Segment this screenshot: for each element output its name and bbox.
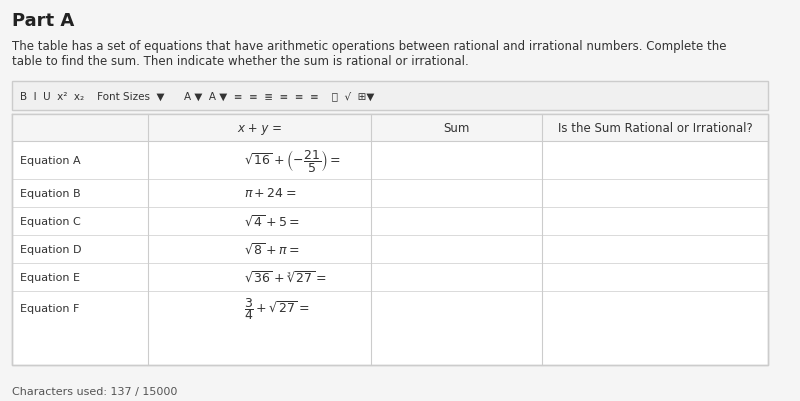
FancyBboxPatch shape <box>12 114 769 365</box>
Text: $\sqrt{16}+\left(-\dfrac{21}{5}\right)=$: $\sqrt{16}+\left(-\dfrac{21}{5}\right)=$ <box>244 147 341 173</box>
Text: Is the Sum Rational or Irrational?: Is the Sum Rational or Irrational? <box>558 121 753 134</box>
Text: The table has a set of equations that have arithmetic operations between rationa: The table has a set of equations that ha… <box>12 40 726 68</box>
Text: $\sqrt{36}+\sqrt[3]{27}=$: $\sqrt{36}+\sqrt[3]{27}=$ <box>244 270 326 285</box>
Text: Equation C: Equation C <box>19 217 80 226</box>
FancyBboxPatch shape <box>12 114 769 141</box>
Text: Part A: Part A <box>12 12 74 30</box>
Text: B  I  U  x²  x₂    Font Sizes  ▼      A ▼  A ▼  ≡  ≡  ≣  ≡  ≡  ≡    🖼  √  ⊞▼: B I U x² x₂ Font Sizes ▼ A ▼ A ▼ ≡ ≡ ≣ ≡… <box>19 91 374 101</box>
Text: $\sqrt{4}+5=$: $\sqrt{4}+5=$ <box>244 214 300 229</box>
Text: Equation E: Equation E <box>19 273 79 282</box>
Text: $\dfrac{3}{4}+\sqrt{27}=$: $\dfrac{3}{4}+\sqrt{27}=$ <box>244 296 310 322</box>
Text: $\pi+24=$: $\pi+24=$ <box>244 187 296 200</box>
Text: Equation F: Equation F <box>19 304 79 314</box>
Text: Equation D: Equation D <box>19 245 81 254</box>
Text: Equation B: Equation B <box>19 188 80 198</box>
Text: $\sqrt{8}+\pi=$: $\sqrt{8}+\pi=$ <box>244 242 299 257</box>
FancyBboxPatch shape <box>12 82 769 110</box>
Text: Sum: Sum <box>443 121 470 134</box>
Text: x + y =: x + y = <box>237 121 282 134</box>
Text: Characters used: 137 / 15000: Characters used: 137 / 15000 <box>12 386 177 396</box>
Text: Equation A: Equation A <box>19 155 80 165</box>
